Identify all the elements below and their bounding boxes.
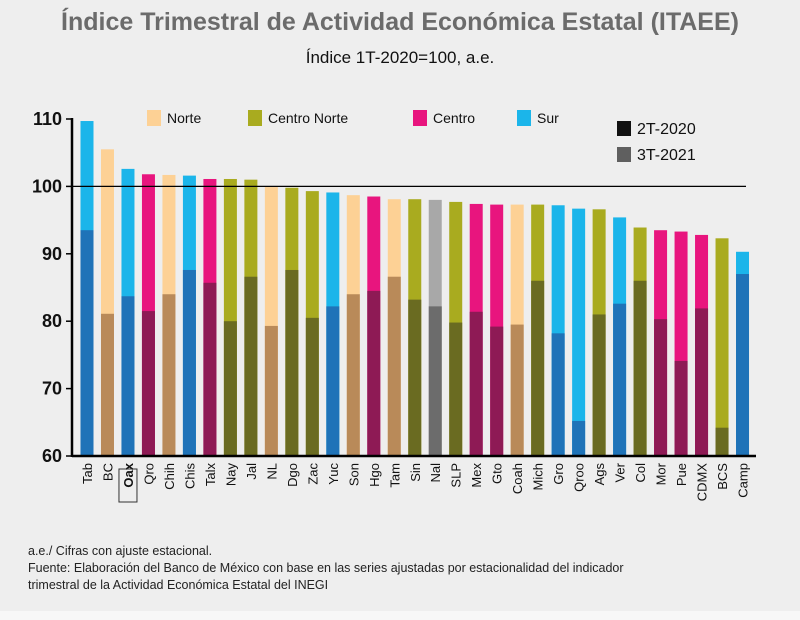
x-tick-label-son: Son — [346, 463, 361, 486]
legend-swatch-centro-norte — [248, 110, 262, 126]
footnotes: a.e./ Cifras con ajuste estacional. Fuen… — [28, 543, 788, 594]
x-tick-label-talx: Talx — [203, 463, 218, 487]
highlight-box — [118, 468, 138, 503]
x-tick-label-pue: Pue — [674, 463, 689, 486]
bar-2T-2020-chih — [162, 294, 176, 456]
bar-2T-2020-nl — [264, 325, 278, 456]
bar-2T-2020-ver — [613, 303, 627, 456]
x-tick-label-qro: Qro — [141, 463, 156, 485]
x-tick-label-mor: Mor — [654, 462, 669, 485]
y-tick-label: 110 — [33, 109, 62, 129]
chart-title: Índice Trimestral de Actividad Económica… — [61, 8, 739, 36]
bar-2T-2020-nay — [223, 321, 237, 456]
bar-3T-2021-qroo — [572, 208, 586, 456]
bar-2T-2020-gto — [490, 326, 504, 456]
x-tick-label-hgo: Hgo — [367, 463, 382, 487]
x-tick-label-mex: Mex — [469, 463, 484, 488]
x-tick-label-gro: Gro — [551, 463, 566, 485]
x-tick-label-yuc: Yuc — [326, 463, 341, 485]
legend-swatch-norte — [147, 110, 161, 126]
x-tick-label-ags: Ags — [592, 463, 607, 486]
bar-2T-2020-tam — [387, 276, 401, 456]
x-tick-label-nal: Nal — [428, 463, 443, 483]
x-tick-label-oax: Oax — [121, 462, 136, 487]
legend-label-sur: Sur — [537, 110, 559, 126]
bar-2T-2020-jal — [244, 276, 258, 456]
x-tick-label-ver: Ver — [613, 462, 628, 482]
y-tick-label: 60 — [42, 446, 62, 466]
x-tick-label-qroo: Qroo — [572, 463, 587, 492]
note-source: Fuente: Elaboración del Banco de México … — [28, 561, 624, 575]
y-tick-label: 70 — [42, 379, 62, 399]
bar-2T-2020-son — [346, 294, 360, 456]
bar-2T-2020-dgo — [285, 269, 299, 456]
x-tick-label-dgo: Dgo — [285, 463, 300, 487]
x-tick-label-bcs: BCS — [715, 463, 730, 490]
bar-2T-2020-mor — [654, 319, 668, 456]
legend-label-3t-2021: 3T-2021 — [637, 147, 696, 164]
x-tick-label-nay: Nay — [223, 463, 238, 487]
x-tick-label-sin: Sin — [408, 463, 423, 482]
x-tick-label-gto: Gto — [490, 463, 505, 484]
bar-3T-2021-bcs — [715, 238, 729, 456]
bar-2T-2020-cdmx — [695, 308, 709, 456]
x-tick-label-cdmx: CDMX — [695, 463, 710, 502]
note-source-cont: trimestral de la Actividad Económica Est… — [28, 578, 329, 592]
bar-2T-2020-talx — [203, 282, 217, 456]
bar-2T-2020-zac — [305, 317, 319, 456]
bar-2T-2020-pue — [674, 360, 688, 456]
bar-2T-2020-mex — [469, 311, 483, 456]
x-tick-label-slp: SLP — [449, 463, 464, 488]
x-tick-label-mich: Mich — [531, 463, 546, 490]
bar-2T-2020-col — [633, 280, 647, 456]
x-tick-label-zac: Zac — [305, 463, 320, 485]
x-tick-label-camp: Camp — [736, 463, 751, 498]
y-tick-label: 100 — [32, 176, 62, 196]
legend-label-centro: Centro — [433, 110, 475, 126]
bar-2T-2020-slp — [449, 322, 463, 456]
bar-2T-2020-qro — [141, 311, 155, 456]
legend-swatch-sur — [517, 110, 531, 126]
x-tick-label-coah: Coah — [510, 463, 525, 494]
legend-label-2t-2020: 2T-2020 — [637, 121, 696, 138]
bar-2T-2020-tab — [80, 230, 94, 456]
bar-2T-2020-coah — [510, 324, 524, 456]
bar-2T-2020-sin — [408, 299, 422, 456]
bar-2T-2020-bc — [100, 313, 114, 456]
x-tick-label-nl: NL — [264, 463, 279, 480]
y-tick-label: 80 — [42, 311, 62, 331]
x-tick-label-tam: Tam — [387, 463, 402, 488]
x-tick-label-jal: Jal — [244, 463, 259, 480]
x-tick-label-tab: Tab — [80, 463, 95, 484]
bar-2T-2020-qroo — [572, 420, 586, 456]
bar-2T-2020-gro — [551, 333, 565, 456]
y-tick-label: 90 — [42, 244, 62, 264]
bar-2T-2020-yuc — [326, 306, 340, 456]
bar-2T-2020-camp — [736, 274, 750, 456]
legend-swatch-3t-2021 — [617, 147, 631, 162]
legend-swatch-2t-2020 — [617, 121, 631, 136]
legend-label-norte: Norte — [167, 110, 201, 126]
bar-2T-2020-hgo — [367, 290, 381, 456]
x-tick-label-chis: Chis — [182, 463, 197, 490]
bottom-strip — [0, 611, 800, 620]
bar-2T-2020-bcs — [715, 427, 729, 456]
bar-2T-2020-mich — [531, 280, 545, 456]
x-tick-label-bc: BC — [100, 463, 115, 481]
bar-2T-2020-oax — [121, 296, 135, 456]
legend-swatch-centro — [413, 110, 427, 126]
legend-label-centro-norte: Centro Norte — [268, 110, 348, 126]
note-seasonal: a.e./ Cifras con ajuste estacional. — [28, 544, 213, 558]
bar-chart: 60 70 80 90 100 110 Tab BC Oax Qro Chih Chis Talx Nay… — [32, 109, 756, 503]
x-tick-label-chih: Chih — [162, 463, 177, 490]
chart-subtitle: Índice 1T-2020=100, a.e. — [305, 48, 495, 67]
bar-2T-2020-ags — [592, 314, 606, 456]
x-tick-label-col: Col — [633, 463, 648, 483]
bar-2T-2020-chis — [182, 269, 196, 456]
bar-2T-2020-nal — [428, 306, 442, 456]
